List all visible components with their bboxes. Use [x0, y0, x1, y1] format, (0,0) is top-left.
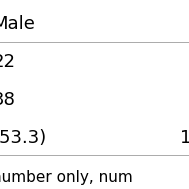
Text: (53.3): (53.3) [0, 129, 47, 146]
Text: Male: Male [0, 15, 35, 33]
Text: 38: 38 [0, 91, 15, 109]
Text: 140: 140 [180, 129, 189, 146]
Text: number only, num: number only, num [0, 170, 133, 185]
Text: 22: 22 [0, 53, 15, 71]
